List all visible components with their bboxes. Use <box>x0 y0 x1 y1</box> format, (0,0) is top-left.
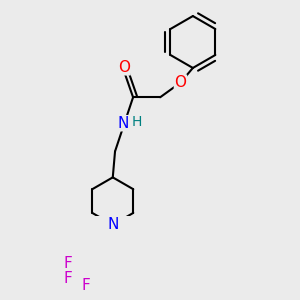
Text: F: F <box>63 272 72 286</box>
Text: F: F <box>63 256 72 271</box>
Text: N: N <box>117 116 129 131</box>
Text: F: F <box>81 278 90 293</box>
Text: H: H <box>131 115 142 129</box>
Text: O: O <box>118 60 130 75</box>
Text: N: N <box>107 217 118 232</box>
Text: O: O <box>175 75 187 90</box>
